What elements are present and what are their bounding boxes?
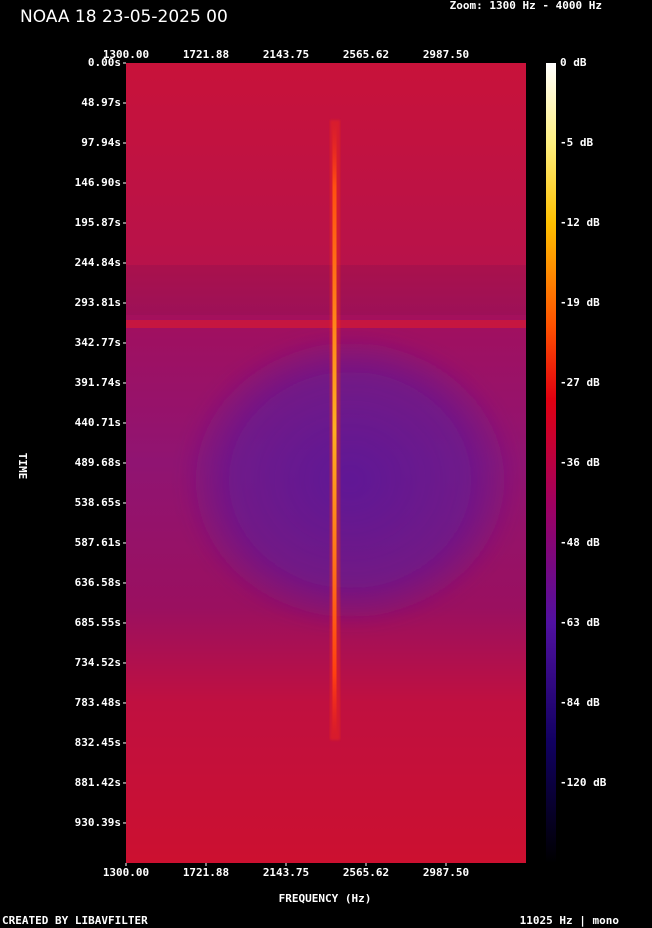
x-tick-label: 2143.75: [263, 48, 309, 61]
colorbar-label: -84 dB: [560, 696, 600, 709]
y-tick-label: 587.61s: [75, 536, 121, 549]
y-tick-label: 391.74s: [75, 376, 121, 389]
colorbar-label: -120 dB: [560, 776, 607, 789]
spectrogram-band: [126, 320, 526, 328]
colorbar-label: -36 dB: [560, 456, 600, 469]
y-tick-label: 146.90s: [75, 176, 121, 189]
colorbar-label: -27 dB: [560, 376, 600, 389]
y-tick-label: 440.71s: [75, 416, 121, 429]
colorbar-label: -12 dB: [560, 216, 600, 229]
colorbar-label: -63 dB: [560, 616, 600, 629]
y-tick-label: 783.48s: [75, 696, 121, 709]
y-tick-label: 636.58s: [75, 576, 121, 589]
x-tick-label: 1300.00: [103, 866, 149, 879]
spectrogram-region: [180, 330, 520, 630]
y-tick-label: 293.81s: [75, 296, 121, 309]
colorbar-label: -5 dB: [560, 136, 593, 149]
y-tick-label: 0.00s: [88, 56, 121, 69]
y-tick-label: 881.42s: [75, 776, 121, 789]
x-axis-label: FREQUENCY (Hz): [279, 892, 372, 905]
chart-title: NOAA 18 23-05-2025 00: [20, 7, 228, 27]
colorbar-label: -19 dB: [560, 296, 600, 309]
colorbar-label: 0 dB: [560, 56, 587, 69]
colorbar: [546, 63, 556, 863]
y-tick-label: 48.97s: [81, 96, 121, 109]
x-tick-label: 1300.00: [103, 48, 149, 61]
y-tick-label: 734.52s: [75, 656, 121, 669]
y-tick-label: 97.94s: [81, 136, 121, 149]
y-tick-label: 489.68s: [75, 456, 121, 469]
spectrogram-band: [126, 265, 526, 315]
y-tick-label: 244.84s: [75, 256, 121, 269]
footer-right: 11025 Hz | mono: [520, 914, 620, 927]
x-tick-label: 2565.62: [343, 48, 389, 61]
x-tick-label: 1721.88: [183, 48, 229, 61]
y-tick-label: 930.39s: [75, 816, 121, 829]
y-tick-label: 195.87s: [75, 216, 121, 229]
y-tick-label: 832.45s: [75, 736, 121, 749]
y-tick-label: 538.65s: [75, 496, 121, 509]
x-tick-label: 1721.88: [183, 866, 229, 879]
colorbar-label: -48 dB: [560, 536, 600, 549]
x-tick-label: 2143.75: [263, 866, 309, 879]
y-tick-label: 685.55s: [75, 616, 121, 629]
x-tick-label: 2987.50: [423, 48, 469, 61]
y-tick-label: 342.77s: [75, 336, 121, 349]
x-tick-label: 2987.50: [423, 866, 469, 879]
x-tick-label: 2565.62: [343, 866, 389, 879]
footer-left: CREATED BY LIBAVFILTER: [2, 914, 148, 927]
signal: [332, 125, 337, 735]
y-axis-label: TIME: [16, 453, 29, 480]
zoom-label: Zoom: 1300 Hz - 4000 Hz: [450, 0, 602, 12]
